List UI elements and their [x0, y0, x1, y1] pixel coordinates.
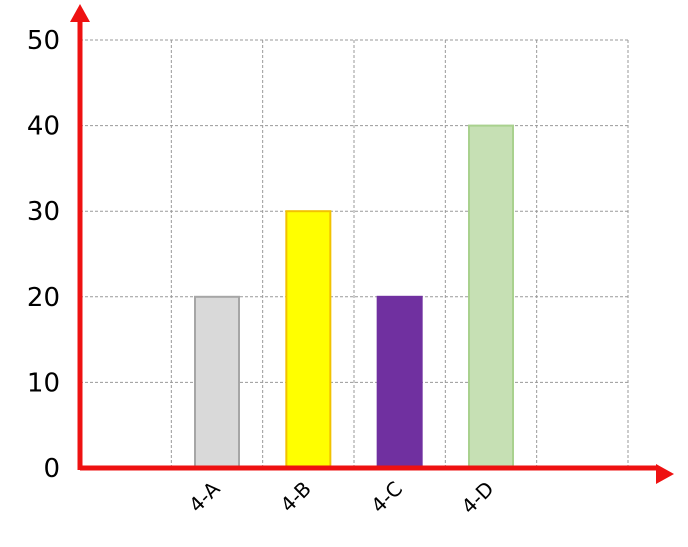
bar-4-a	[194, 295, 240, 469]
x-axis-arrow-icon	[656, 464, 674, 484]
x-category-label: 4-D	[457, 477, 499, 519]
bar-4-c	[376, 295, 423, 469]
y-tick-label: 10	[27, 368, 60, 398]
bar-4-b	[285, 210, 332, 469]
x-category-label: 4-A	[184, 476, 225, 517]
y-tick-label: 40	[27, 112, 60, 142]
y-tick-labels: 0 10 20 30 40 50	[27, 26, 60, 484]
bar-4-d	[468, 124, 514, 469]
y-tick-label: 20	[27, 283, 60, 313]
y-tick-label: 0	[43, 454, 60, 484]
y-tick-label: 30	[27, 197, 60, 227]
y-axis-arrow-icon	[70, 4, 90, 22]
y-tick-label: 50	[27, 26, 60, 56]
grid-lines	[80, 39, 629, 468]
bars	[194, 124, 514, 469]
x-category-labels: 4-A 4-B 4-C 4-D	[184, 476, 498, 518]
x-category-label: 4-C	[366, 477, 407, 518]
x-category-label: 4-B	[276, 477, 316, 517]
axes	[70, 4, 674, 484]
